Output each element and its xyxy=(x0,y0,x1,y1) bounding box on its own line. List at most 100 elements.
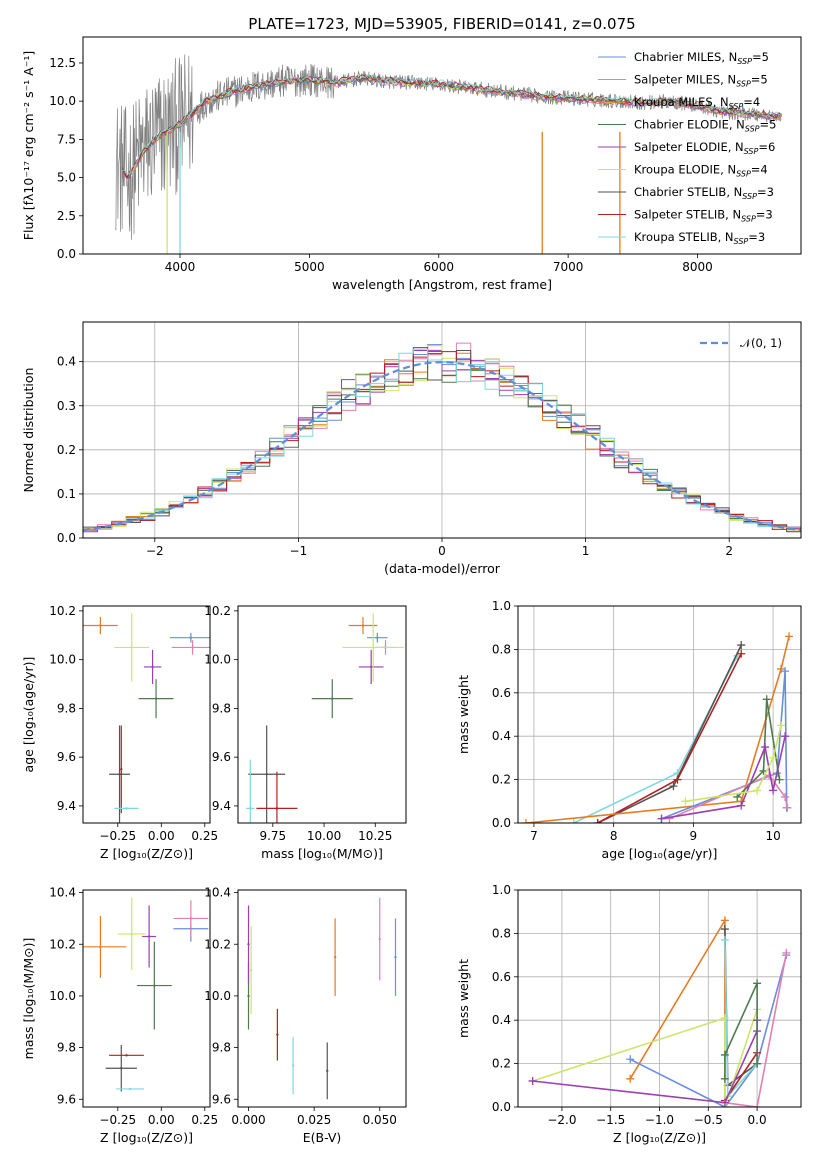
weight-line xyxy=(629,954,788,1107)
plus-marker xyxy=(737,641,746,650)
data-point xyxy=(265,773,268,776)
data-point xyxy=(189,917,193,920)
x-tick-label: 6000 xyxy=(423,260,454,274)
x-tick-label: 8 xyxy=(610,829,618,843)
x-tick-label: −2.0 xyxy=(547,1113,576,1127)
x-axis-label: Z [log₁₀(Z/Z⊙)] xyxy=(613,1130,706,1145)
plus-marker xyxy=(720,1050,729,1059)
x-tick-label: 9.75 xyxy=(259,829,286,843)
weight-line xyxy=(669,774,789,820)
data-point xyxy=(376,636,379,639)
plus-marker xyxy=(593,819,602,823)
plus-marker xyxy=(753,1103,762,1107)
y-tick-label: 9.6 xyxy=(57,1092,76,1106)
data-point xyxy=(99,945,102,949)
panel-age-vs-Z: −0.25 0.00 0.25 9.4 9.6 9.8 10.0 10.2 Z [log₁₀(Z… xyxy=(21,604,218,861)
x-tick-label: 10.25 xyxy=(358,829,392,843)
plot-area-weight-vs-age xyxy=(521,632,794,823)
legend-label: Kroupa MILES, NSSP=4 xyxy=(634,95,760,111)
x-tick-label: 0.000 xyxy=(231,1113,265,1127)
y-tick-label: 9.6 xyxy=(57,750,76,764)
plus-marker xyxy=(783,803,792,812)
plus-marker xyxy=(720,1014,729,1023)
plus-marker xyxy=(769,753,778,762)
x-tick-label: 10 xyxy=(765,829,780,843)
panel-weight-vs-age: 7 8 9 10 0.0 0.2 0.4 0.6 0.8 1.0 age [log₁₀(age/yr… xyxy=(456,599,802,861)
y-tick-label: 9.6 xyxy=(212,1092,231,1106)
y-tick-label: 10.2 xyxy=(49,604,76,618)
axes-frame xyxy=(82,605,211,824)
plus-marker xyxy=(781,792,790,801)
data-point xyxy=(369,665,373,669)
histogram-step xyxy=(83,351,801,531)
y-axis-label: Normed distribution xyxy=(21,368,36,493)
legend-label: Chabrier MILES, NSSP=5 xyxy=(634,50,769,66)
plus-marker xyxy=(737,801,746,810)
x-tick-label: 7000 xyxy=(553,260,584,274)
legend: Chabrier MILES, NSSP=5 Salpeter MILES, NS… xyxy=(598,50,776,246)
data-point xyxy=(120,768,123,771)
y-axis-label: Flux [fλ10⁻¹⁷ erg cm⁻² s⁻¹ A⁻¹] xyxy=(21,51,36,240)
axes-frame xyxy=(82,321,802,539)
data-point xyxy=(361,624,365,627)
x-tick-label: 4000 xyxy=(165,260,196,274)
y-tick-label: 10.0 xyxy=(204,989,231,1003)
data-point xyxy=(247,943,250,946)
plot-area-age-vs-Z xyxy=(83,613,210,823)
y-tick-label: 2.5 xyxy=(57,209,76,223)
plus-marker xyxy=(720,925,729,934)
y-axis-label: mass weight xyxy=(456,959,471,1038)
plus-marker xyxy=(775,775,784,784)
weight-line xyxy=(525,636,790,823)
x-tick-label: 2 xyxy=(725,544,733,558)
x-tick-label: 0.0 xyxy=(748,1113,767,1127)
plus-marker xyxy=(673,775,682,784)
data-point xyxy=(118,773,121,776)
data-point xyxy=(153,984,156,987)
data-point xyxy=(291,1064,295,1067)
legend: 𝒩(0, 1) xyxy=(700,336,782,350)
legend-label: Salpeter STELIB, NSSP=3 xyxy=(634,208,773,224)
y-tick-label: 12.5 xyxy=(49,56,76,70)
y-tick-label: 0.2 xyxy=(57,443,76,457)
x-tick-label: 0.25 xyxy=(191,829,218,843)
legend-label: Kroupa ELODIE, NSSP=4 xyxy=(634,163,768,179)
plot-area-age-vs-mass xyxy=(246,613,404,823)
y-tick-label: 1.0 xyxy=(492,883,511,897)
x-tick-label: 5000 xyxy=(294,260,325,274)
data-point xyxy=(249,807,252,810)
plus-marker xyxy=(669,782,678,791)
panel-spectrum: 4000 5000 6000 7000 8000 0.0 2.5 5.0 7.5 10.0 12.5… xyxy=(21,15,802,292)
y-tick-label: 0.0 xyxy=(57,247,76,261)
data-point xyxy=(130,646,133,649)
axes-frame xyxy=(517,889,802,1108)
plus-marker xyxy=(753,979,762,988)
y-tick-label: 0.6 xyxy=(492,970,511,984)
panel-residuals: −2 −1 0 1 2 0.0 0.1 0.2 0.3 0.4 (data-model)/error… xyxy=(21,321,802,576)
panel-weight-vs-Z: −2.0 −1.5 −1.0 −0.5 0.0 0.0 0.2 0.4 0.6 0.8 1.0 Z [… xyxy=(456,883,802,1145)
y-tick-label: 9.8 xyxy=(57,701,76,715)
plot-area-mass-vs-Z xyxy=(83,897,209,1092)
plot-area-mass-vs-EBV xyxy=(247,897,397,1100)
x-axis-label: age [log₁₀(age/yr)] xyxy=(602,846,718,861)
y-tick-label: 10.0 xyxy=(204,653,231,667)
data-point xyxy=(120,1067,123,1070)
x-tick-label: 0.025 xyxy=(297,1113,331,1127)
y-tick-label: 0.0 xyxy=(492,1100,511,1114)
plus-marker xyxy=(626,1074,635,1083)
plus-marker xyxy=(657,814,666,823)
plus-marker xyxy=(753,1059,762,1068)
panel-mass-vs-EBV: 0.000 0.025 0.050 9.6 9.8 10.0 10.2 10.4 E(B-V) xyxy=(204,886,407,1145)
data-point xyxy=(247,994,250,998)
data-point xyxy=(99,624,102,627)
x-tick-label: 10.00 xyxy=(307,829,341,843)
y-tick-label: 0.1 xyxy=(57,487,76,501)
model-line xyxy=(121,74,782,176)
x-tick-label: 0 xyxy=(438,544,446,558)
plus-marker xyxy=(720,1074,729,1083)
data-point xyxy=(130,932,133,936)
legend-label: Salpeter ELODIE, NSSP=6 xyxy=(634,140,775,156)
y-tick-label: 9.4 xyxy=(212,799,231,813)
y-tick-label: 0.6 xyxy=(492,686,511,700)
